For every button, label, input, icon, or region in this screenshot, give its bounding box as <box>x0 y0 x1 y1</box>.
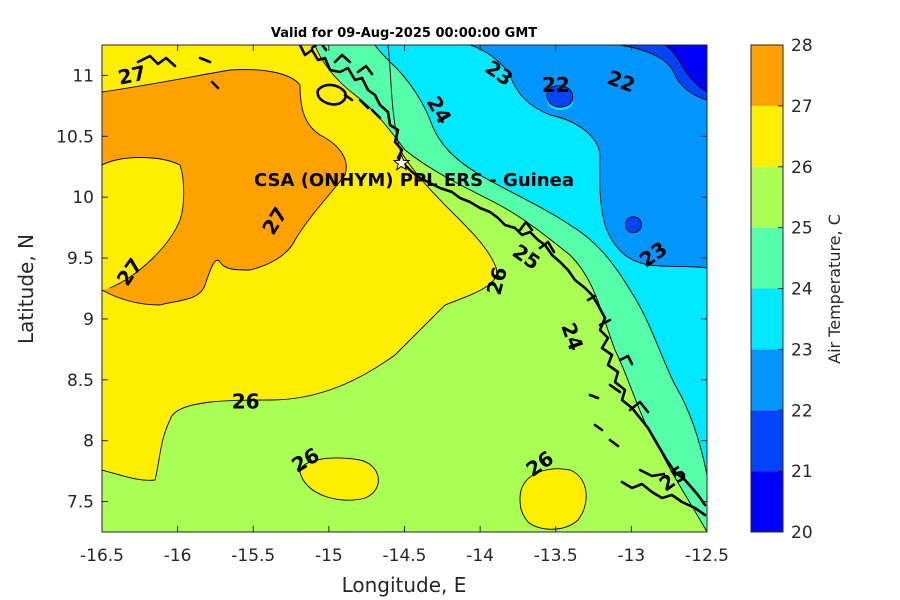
colorbar-segment <box>751 471 783 532</box>
x-tick-label: -16.5 <box>80 546 124 566</box>
colorbar-tick-label: 26 <box>791 158 813 178</box>
colorbar-tick-label: 28 <box>791 36 813 56</box>
colorbar <box>751 45 783 532</box>
y-tick-label: 8.5 <box>67 371 94 391</box>
y-tick-label: 10.5 <box>56 127 94 147</box>
colorbar-tick-label: 24 <box>791 280 813 300</box>
colorbar-tick-label: 20 <box>791 523 813 543</box>
x-tick-label: -14 <box>466 546 494 566</box>
station-label: CSA (ONHYM) PPL ERS - Guinea <box>254 170 574 191</box>
temperature-band-21-22-pocket <box>547 85 573 108</box>
y-axis-ticks: 7.5 8 8.5 9 9.5 10 10.5 11 <box>56 66 707 513</box>
colorbar-segment <box>751 105 783 167</box>
y-axis-label: Latitude, N <box>14 234 38 344</box>
x-axis-label: Longitude, E <box>342 573 467 597</box>
colorbar-segment <box>751 227 783 289</box>
colorbar-tick-label: 23 <box>791 340 813 360</box>
temperature-band-20-21 <box>665 45 707 92</box>
colorbar-segment <box>751 349 783 411</box>
colorbar-tick-label: 25 <box>791 219 813 239</box>
x-tick-label: -14.5 <box>383 546 427 566</box>
colorbar-tick-label: 22 <box>791 401 813 421</box>
y-tick-label: 8 <box>83 432 94 452</box>
station: CSA (ONHYM) PPL ERS - Guinea <box>254 153 574 191</box>
colorbar-ticks: 20 21 22 23 24 25 26 27 28 <box>778 36 813 543</box>
y-tick-label: 9.5 <box>67 249 94 269</box>
station-star-icon <box>392 153 411 171</box>
contour-label: 26 <box>232 389 260 413</box>
colorbar-segment <box>751 410 783 472</box>
x-tick-label: -12.5 <box>685 546 729 566</box>
y-tick-label: 11 <box>72 66 94 86</box>
colorbar-segment <box>751 288 783 350</box>
colorbar-tick-label: 27 <box>791 97 813 117</box>
x-tick-label: -13.5 <box>534 546 578 566</box>
x-axis-ticks: -16.5 -16 -15.5 -15 -14.5 -14 -13.5 -13 -12.5 <box>80 45 729 566</box>
contour-label: 27 <box>116 61 148 90</box>
colorbar-segment <box>751 45 783 106</box>
colorbar-tick-label: 21 <box>791 462 813 482</box>
x-tick-label: -16 <box>164 546 192 566</box>
x-tick-label: -15.5 <box>231 546 275 566</box>
coastline <box>136 45 707 517</box>
y-tick-label: 10 <box>72 188 94 208</box>
y-tick-label: 7.5 <box>67 493 94 513</box>
map-plot-area <box>102 45 707 532</box>
contour-label: 22 <box>542 73 570 97</box>
map-title: Valid for 09-Aug-2025 00:00:00 GMT <box>271 26 537 41</box>
temperature-band-21-22-pocket <box>625 216 642 233</box>
temperature-band-22-23 <box>470 45 707 268</box>
temperature-band-26-27-pocket <box>102 157 184 290</box>
colorbar-label: Air Temperature, C <box>825 214 844 364</box>
temperature-band-26-27-island <box>520 468 587 530</box>
contour-lines <box>102 45 707 532</box>
x-tick-label: -13 <box>617 546 645 566</box>
x-tick-label: -15 <box>315 546 343 566</box>
temperature-band-26-27-island <box>300 458 379 501</box>
colorbar-segment <box>751 166 783 228</box>
y-tick-label: 9 <box>83 310 94 330</box>
